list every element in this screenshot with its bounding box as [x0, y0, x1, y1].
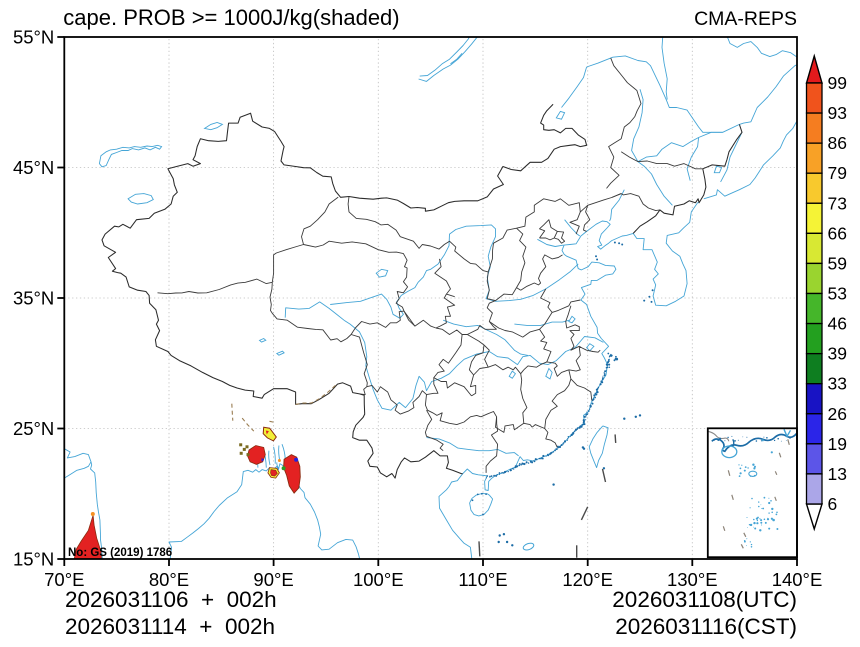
svg-text:70°E: 70°E [44, 569, 84, 590]
svg-text:93: 93 [828, 103, 847, 123]
svg-text:90°E: 90°E [253, 569, 293, 590]
svg-text:25°N: 25°N [13, 418, 54, 439]
svg-text:79: 79 [828, 163, 847, 183]
svg-text:2026031114 + 002h: 2026031114 + 002h [65, 614, 275, 639]
svg-text:55°N: 55°N [13, 27, 54, 48]
svg-text:53: 53 [828, 284, 847, 304]
svg-text:6: 6 [828, 494, 838, 514]
svg-text:80°E: 80°E [149, 569, 189, 590]
svg-text:99: 99 [828, 73, 847, 93]
svg-text:cape. PROB >= 1000J/kg(shaded): cape. PROB >= 1000J/kg(shaded) [63, 5, 399, 30]
svg-text:120°E: 120°E [562, 569, 613, 590]
svg-text:15°N: 15°N [13, 549, 54, 570]
svg-text:35°N: 35°N [13, 288, 54, 309]
svg-text:66: 66 [828, 223, 847, 243]
svg-text:100°E: 100°E [353, 569, 404, 590]
svg-text:39: 39 [828, 344, 847, 364]
svg-text:13: 13 [828, 464, 847, 484]
svg-text:19: 19 [828, 434, 847, 454]
svg-text:CMA-REPS: CMA-REPS [694, 8, 797, 30]
svg-text:2026031108(UTC): 2026031108(UTC) [612, 587, 797, 612]
svg-text:140°E: 140°E [772, 569, 823, 590]
svg-text:130°E: 130°E [667, 569, 718, 590]
svg-text:73: 73 [828, 193, 847, 213]
svg-text:No: GS (2019) 1786: No: GS (2019) 1786 [68, 547, 172, 559]
svg-text:26: 26 [828, 404, 847, 424]
svg-text:2026031106 + 002h: 2026031106 + 002h [65, 587, 277, 612]
svg-text:2026031116(CST): 2026031116(CST) [615, 614, 797, 639]
svg-text:59: 59 [828, 253, 847, 273]
svg-text:33: 33 [828, 374, 847, 394]
svg-text:46: 46 [828, 314, 847, 334]
svg-text:86: 86 [828, 133, 847, 153]
svg-text:110°E: 110°E [458, 569, 507, 590]
svg-text:45°N: 45°N [13, 157, 54, 178]
